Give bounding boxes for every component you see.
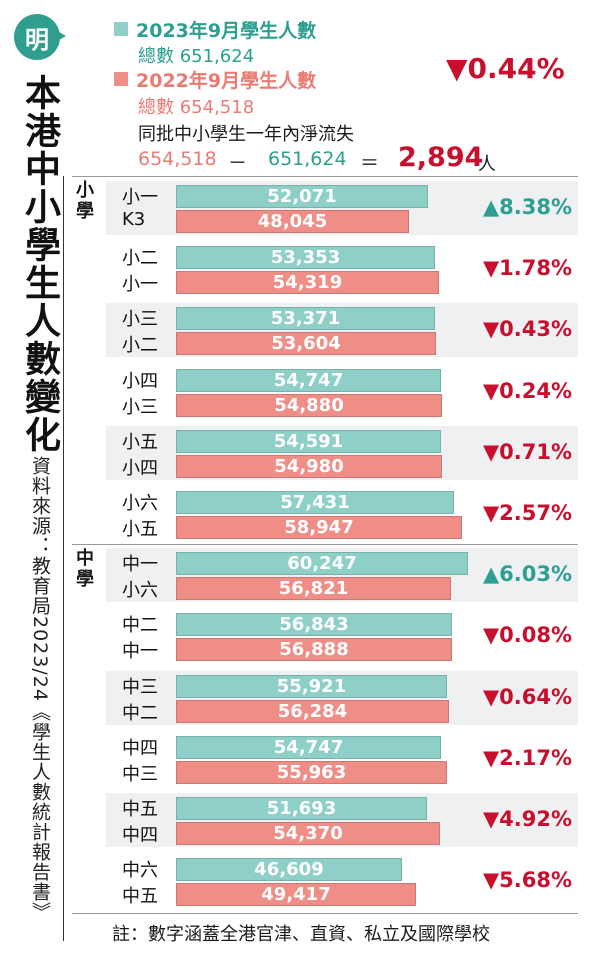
chart-row: 小四小三 54,747 54,880 ▼0.24%: [106, 365, 578, 419]
chart-row: 小一 K3 52,071 48,045 ▲8.38%: [106, 181, 578, 235]
primary-section-line: [72, 176, 578, 177]
grade-label-2023: 小四: [122, 370, 158, 392]
grade-label-2022: 小一: [122, 274, 158, 296]
grade-label-2023: 中二: [122, 615, 158, 637]
grade-label-2022: 小五: [122, 519, 158, 540]
grade-label-2023: 中五: [122, 799, 158, 820]
bar-2023: 53,371: [176, 307, 435, 331]
grade-label-2022: 小二: [122, 335, 158, 357]
legend-label-2022: 2022年9月學生人數: [136, 70, 317, 92]
grade-label-2022: 小六: [122, 580, 158, 602]
grade-label-2022: 中三: [122, 763, 158, 785]
legend-label-2023: 2023年9月學生人數: [136, 20, 317, 42]
bar-2023: 56,843: [176, 613, 452, 637]
grade-label-2023: 中四: [122, 737, 158, 759]
bar-2023: 54,747: [176, 735, 441, 759]
primary-section-label: 小學: [76, 180, 94, 222]
bar-2022: 56,284: [176, 699, 449, 723]
change-label: ▼1.78%: [482, 256, 572, 281]
grade-label-2022: 中二: [122, 702, 158, 724]
grade-label-2022: K3: [122, 209, 146, 230]
change-label: ▼2.57%: [482, 501, 572, 525]
change-label: ▼5.68%: [482, 868, 572, 893]
vertical-divider: [63, 176, 64, 941]
chart-row: 小二小一 53,353 54,319 ▼1.78%: [106, 242, 578, 296]
bar-2022: 54,880: [176, 393, 442, 417]
overall-change: ▼0.44%: [446, 52, 565, 85]
bar-2023: 52,071: [176, 185, 428, 208]
grade-label-2022: 中五: [122, 886, 158, 908]
logo-char: 明: [25, 24, 49, 54]
chart-row: 小五小四 54,591 54,980 ▼0.71%: [106, 425, 578, 480]
grade-label-2023: 中三: [122, 676, 158, 698]
grade-label-2023: 中六: [122, 860, 158, 882]
chart-row: 中一小六 60,247 56,821 ▲6.03%: [106, 548, 578, 603]
net-loss-caption: 同批中小學生一年內淨流失: [138, 124, 354, 145]
change-label: ▼0.64%: [482, 684, 572, 709]
chart-title: 本港中小學生人數變化: [19, 74, 60, 454]
bar-2023: 51,693: [176, 797, 427, 820]
grade-label-2022: 小三: [122, 396, 158, 418]
chart-row: 中三中二 55,921 56,284 ▼0.64%: [106, 670, 578, 725]
chart-row: 中四中三 54,747 55,963 ▼2.17%: [106, 732, 578, 786]
secondary-section-line: [72, 544, 578, 545]
bar-2023: 53,353: [176, 246, 435, 270]
bar-2023: 54,591: [176, 429, 441, 453]
chart-row: 中六中五 46,609 49,417 ▼5.68%: [106, 854, 578, 908]
source-note: 資料來源：教育局2023/24《學生人數統計報告書》: [29, 456, 51, 922]
change-label: ▼0.08%: [482, 623, 572, 648]
chart-row: 小六小五 57,431 58,947 ▼2.57%: [106, 487, 578, 541]
bar-2022: 54,319: [176, 271, 439, 295]
change-label: ▼4.92%: [482, 807, 572, 831]
net-loss-equals: ＝: [360, 152, 380, 174]
net-loss-unit: 人: [478, 154, 496, 175]
chart-row: 小三小二 53,371 53,604 ▼0.43%: [106, 303, 578, 358]
footer-note: 註：數字涵蓋全港官津、直資、私立及國際學校: [112, 924, 490, 945]
bar-2022: 54,980: [176, 454, 442, 478]
grade-label-2023: 小五: [122, 431, 158, 453]
bar-2023: 46,609: [176, 858, 402, 882]
logo-tail-shape: [52, 28, 66, 44]
grade-label-2022: 中一: [122, 641, 158, 663]
net-loss-result: 2,894: [398, 142, 484, 173]
bar-2022: 55,963: [176, 760, 447, 784]
bar-2022: 56,888: [176, 638, 452, 662]
grade-label-2022: 小四: [122, 457, 158, 479]
change-label: ▼2.17%: [482, 745, 572, 770]
legend-total-2023: 總數 651,624: [138, 46, 255, 67]
grade-label-2023: 小六: [122, 493, 158, 514]
legend-total-2022: 總數 654,518: [138, 97, 255, 118]
change-label: ▼0.71%: [482, 439, 572, 464]
chart-row: 中五中四 51,693 54,370 ▼4.92%: [106, 793, 578, 847]
bar-2022: 58,947: [176, 516, 462, 539]
bar-2022: 54,370: [176, 822, 440, 845]
footer-line: [72, 913, 578, 914]
net-loss-b: 651,624: [268, 148, 347, 170]
legend-swatch-2022: [114, 72, 128, 86]
bar-2022: 56,821: [176, 577, 451, 601]
bar-2023: 60,247: [176, 552, 468, 576]
bar-2023: 54,747: [176, 368, 441, 392]
bar-2022: 48,045: [176, 210, 409, 233]
bar-2023: 57,431: [176, 491, 454, 514]
grade-label-2023: 小二: [122, 248, 158, 270]
bar-2023: 55,921: [176, 674, 447, 698]
legend-swatch-2023: [114, 22, 128, 36]
chart-row: 中二中一 56,843 56,888 ▼0.08%: [106, 609, 578, 663]
change-label: ▲8.38%: [482, 195, 572, 219]
change-label: ▼0.24%: [482, 378, 572, 403]
grade-label-2023: 小一: [122, 187, 158, 208]
net-loss-minus: －: [228, 152, 248, 174]
grade-label-2023: 中一: [122, 554, 158, 576]
bar-2022: 49,417: [176, 883, 416, 907]
net-loss-a: 654,518: [138, 148, 217, 170]
change-label: ▲6.03%: [482, 562, 572, 587]
grade-label-2022: 中四: [122, 825, 158, 846]
bar-2022: 53,604: [176, 332, 436, 356]
grade-label-2023: 小三: [122, 309, 158, 331]
change-label: ▼0.43%: [482, 317, 572, 342]
secondary-section-label: 中學: [76, 548, 94, 590]
